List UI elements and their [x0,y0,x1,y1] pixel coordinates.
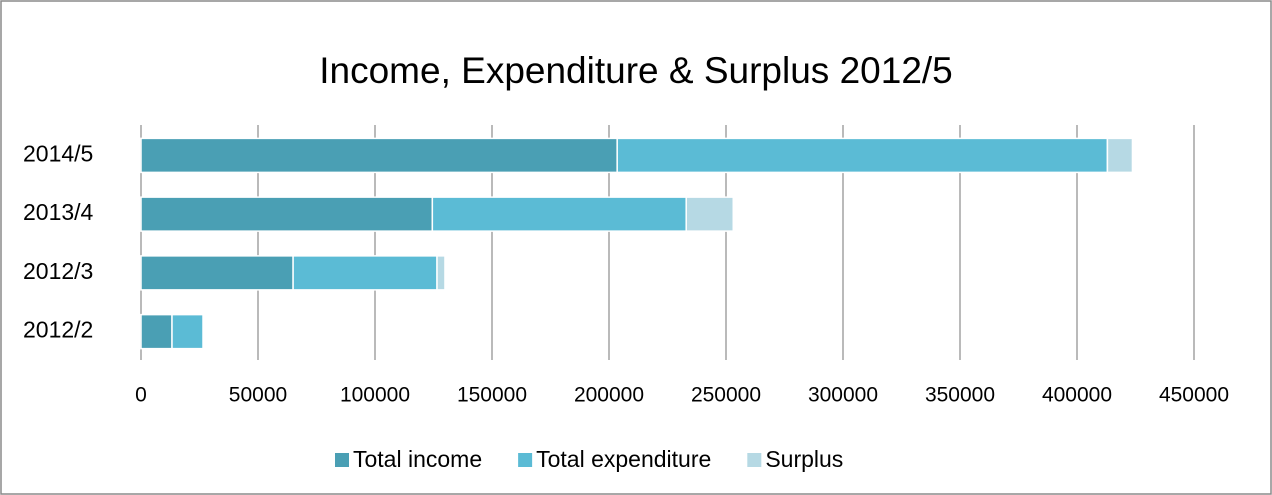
legend-swatch [518,453,533,467]
bar-segment [292,255,438,291]
y-tick-label: 2012/3 [23,258,93,284]
x-tick-label: 100000 [340,384,410,407]
x-tick-label: 450000 [1159,384,1229,407]
legend-label: Total expenditure [536,446,711,472]
legend-label: Total income [353,446,482,472]
legend-swatch [747,453,762,467]
x-tick-label: 250000 [691,384,761,407]
bar-segment [616,137,1109,174]
x-tick-label: 400000 [1042,384,1112,407]
bar-segment [171,313,204,350]
y-tick-label: 2012/2 [23,317,93,343]
bar-segment [140,137,618,174]
x-tick-label: 0 [135,384,147,407]
bar-segment [685,196,735,232]
legend-swatch [335,453,349,467]
bar-segment [140,313,173,350]
y-tick-label: 2013/4 [23,199,94,225]
bar-segment [1106,137,1134,174]
bar-segment [436,255,446,291]
chart-title: Income, Expenditure & Surplus 2012/5 [319,50,953,91]
x-tick-label: 150000 [457,384,527,407]
legend-label: Surplus [765,446,843,472]
x-tick-label: 200000 [574,384,644,407]
x-tick-label: 350000 [925,384,995,407]
x-tick-label: 50000 [229,384,287,407]
x-tick-label: 300000 [808,384,878,407]
bar-segment [431,196,687,232]
bar-segment [140,255,294,291]
bar-segment [140,196,434,232]
y-tick-label: 2014/5 [23,140,93,166]
